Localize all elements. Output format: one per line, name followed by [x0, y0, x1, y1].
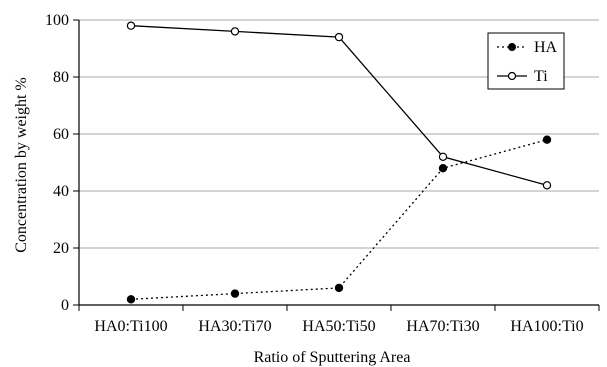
ti-data-point — [126, 21, 136, 30]
ha-data-point — [334, 283, 344, 293]
y-tick-label: 60 — [53, 126, 69, 143]
y-tick-label: 20 — [53, 240, 69, 257]
ti-data-point — [438, 152, 448, 161]
ha-data-point — [126, 295, 136, 304]
ti-data-point — [230, 27, 240, 36]
y-ticks: 0 20 40 60 80 100 — [45, 12, 79, 314]
x-tick-label: HA30:Ti70 — [198, 318, 271, 335]
ti-data-point — [334, 32, 344, 42]
legend-ti-label: Ti — [534, 68, 548, 85]
x-ticks: HA0:Ti100 HA30:Ti70 HA50:Ti50 HA70:Ti30 HA10… — [78, 305, 600, 335]
x-axis-title: Ratio of Sputtering Area — [254, 349, 411, 366]
axes — [78, 20, 599, 306]
ha-data-point — [438, 163, 448, 173]
legend-ha-marker — [508, 43, 516, 51]
legend-ha-label: HA — [534, 39, 558, 56]
x-tick-label: HA50:Ti50 — [302, 318, 375, 335]
ha-data-point — [230, 289, 240, 298]
ti-series-line — [130, 25, 548, 186]
y-axis-title: Concentration by weight % — [13, 77, 30, 253]
legend: HA Ti — [487, 32, 565, 90]
x-tick-label: HA100:Ti0 — [510, 318, 583, 335]
y-tick-label: 40 — [53, 183, 69, 200]
ti-data-point — [542, 181, 552, 190]
legend-box — [487, 32, 565, 90]
y-tick-label: 100 — [45, 12, 69, 29]
series — [126, 21, 552, 304]
ha-series-line — [130, 139, 548, 300]
y-tick-label: 0 — [61, 297, 69, 314]
x-tick-label: HA0:Ti100 — [94, 318, 167, 335]
legend-ti-marker — [507, 71, 517, 81]
y-tick-label: 80 — [53, 69, 69, 86]
ha-data-point — [542, 135, 552, 144]
x-tick-label: HA70:Ti30 — [406, 318, 479, 335]
